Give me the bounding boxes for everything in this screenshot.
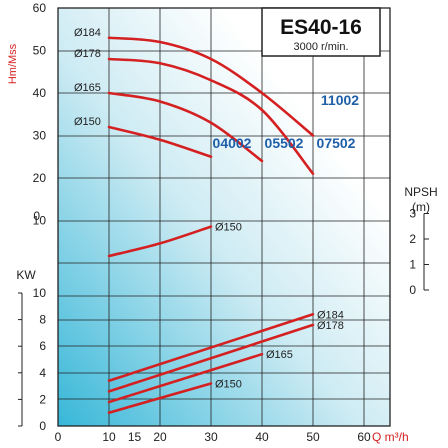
head-tick-label: 60 xyxy=(33,1,47,15)
x-tick-label: 10 xyxy=(102,430,116,444)
head-curve-label: Ø184 xyxy=(74,27,101,39)
model-code-label: 04002 xyxy=(213,135,252,151)
plot-background xyxy=(58,8,390,426)
model-code-label: 11002 xyxy=(321,92,359,108)
x-tick-label: 40 xyxy=(255,430,269,444)
kw-tick-label: 0 xyxy=(39,419,46,433)
x-tick-label: 0 xyxy=(55,430,62,444)
chart-subtitle: 3000 r/min. xyxy=(293,41,348,53)
model-code-label: 05502 xyxy=(265,135,304,151)
head-tick-label: 40 xyxy=(33,86,47,100)
title-box xyxy=(261,7,381,57)
head-curve-label: Ø178 xyxy=(74,48,101,60)
head-tick-label: 20 xyxy=(33,171,47,185)
power-curve-label: Ø165 xyxy=(266,349,293,361)
curves xyxy=(107,36,315,414)
kw-tick-label: 8 xyxy=(39,313,46,327)
x-tick-label: 50 xyxy=(306,430,320,444)
plot-frame xyxy=(57,7,391,427)
chart-title: ES40-16 xyxy=(280,16,362,39)
x-tick-label: 20 xyxy=(153,430,167,444)
head-curve xyxy=(107,57,315,176)
head-tick-label: 30 xyxy=(33,129,47,143)
npsh-curve xyxy=(107,225,213,258)
grid xyxy=(57,7,391,427)
head-curve-label: Ø150 xyxy=(74,116,101,128)
power-curve xyxy=(107,323,315,393)
x-axis-title: Q m³/h xyxy=(372,430,409,444)
power-curve xyxy=(107,382,213,414)
x-tick-label: 60 xyxy=(357,430,371,444)
npsh-title: NPSH xyxy=(404,185,437,199)
head-curve-label: Ø165 xyxy=(74,82,101,94)
kw-tick-label: 4 xyxy=(39,366,46,380)
power-curve-label: Ø184 xyxy=(317,309,344,321)
kw-tick-label: 2 xyxy=(39,392,46,406)
x-tick-label: 15 xyxy=(128,430,142,444)
head-tick-label: 50 xyxy=(33,44,47,58)
head-curve xyxy=(107,91,264,163)
head-curve xyxy=(107,125,213,159)
npsh-unit: (m) xyxy=(412,200,430,214)
power-curve-label: Ø178 xyxy=(317,320,344,332)
head-tick-label: 10 xyxy=(33,214,47,228)
power-curve xyxy=(107,352,264,404)
npsh-tick-label: 0 xyxy=(409,283,416,297)
y-axis-title-kw: KW xyxy=(16,268,36,282)
y-axis-title-head: Hm/Mss xyxy=(7,43,19,84)
power-curve-label: Ø150 xyxy=(215,378,242,390)
npsh-left-tick-label: 0 xyxy=(33,209,40,223)
npsh-tick-label: 3 xyxy=(409,207,416,221)
power-curve xyxy=(107,312,315,383)
x-tick-label: 30 xyxy=(204,430,218,444)
npsh-tick-label: 2 xyxy=(409,232,416,246)
kw-tick-label: 6 xyxy=(39,339,46,353)
npsh-curve-label: Ø150 xyxy=(215,222,242,234)
npsh-tick-label: 1 xyxy=(409,258,416,272)
y-axis-title-npsh: NPSH (m) xyxy=(404,185,437,214)
kw-tick-label: 10 xyxy=(33,286,47,300)
head-curve xyxy=(107,36,315,137)
model-code-label: 07502 xyxy=(317,135,356,151)
